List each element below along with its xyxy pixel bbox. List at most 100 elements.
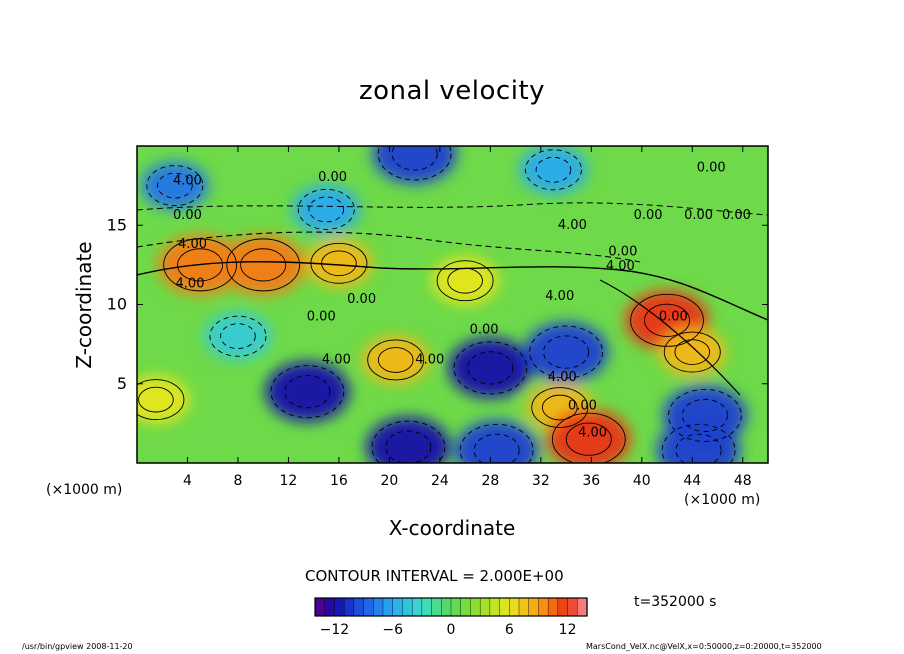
x-tick-label: 8 (233, 473, 242, 489)
contour-label: 0.00 (722, 208, 751, 223)
colorbar-cell (411, 597, 423, 617)
contour-line (543, 335, 590, 369)
contour-label: 4.00 (322, 352, 351, 367)
x-tick-label: 24 (431, 473, 449, 489)
contour-line (308, 196, 345, 223)
contour-line (137, 202, 768, 216)
colorbar-cell (450, 597, 462, 617)
x-tick-label: 44 (683, 473, 701, 489)
x-tick-label: 48 (734, 473, 752, 489)
contour-line (137, 261, 768, 321)
contour-label: 0.00 (470, 322, 499, 337)
colorbar-cell (470, 597, 481, 617)
x-unit-left: (×1000 m) (46, 482, 123, 498)
x-tick-label: 16 (330, 473, 348, 489)
colorbar-cell (460, 597, 472, 617)
contour-label: 0.00 (634, 208, 663, 223)
y-tick-label: 15 (107, 215, 127, 234)
contour-label: 0.00 (307, 310, 336, 325)
colorbar-cell (324, 597, 336, 617)
field-feature (454, 420, 539, 463)
contour-label: 4.00 (173, 173, 202, 188)
contour-line (535, 156, 572, 183)
colorbar-cell (577, 597, 588, 617)
colorbar-cell (373, 597, 384, 617)
x-tick-label: 32 (532, 473, 550, 489)
field-feature (141, 161, 209, 210)
contour-line (467, 351, 514, 385)
contour-line (663, 331, 721, 373)
x-unit-right: (×1000 m) (684, 492, 761, 508)
colorbar-cell (567, 597, 578, 617)
contour-line (681, 398, 728, 433)
contour-line (565, 422, 612, 456)
x-tick-label: 28 (481, 473, 499, 489)
contour-label: 4.00 (176, 276, 205, 291)
contour-label: 4.00 (558, 218, 587, 233)
contour-line (297, 188, 355, 230)
field-feature (372, 146, 457, 184)
contour-line (630, 293, 704, 347)
contour-line (529, 325, 603, 379)
field-feature (431, 256, 499, 305)
field-feature (524, 322, 609, 383)
contour-label: 4.00 (606, 259, 635, 274)
colorbar-cell (509, 597, 520, 617)
field-feature (656, 420, 741, 463)
colorbar-tick-label: 0 (447, 622, 456, 638)
colorbar-tick-label: −12 (320, 622, 350, 638)
contour-label: 0.00 (608, 245, 637, 260)
field-feature (204, 312, 272, 361)
contour-line (459, 423, 534, 463)
contour-line (551, 412, 626, 463)
footer-right: MarsCond_VelX.nc@VelX,x=0:50000,z=0:2000… (586, 642, 822, 651)
contour-line (525, 149, 582, 191)
field-feature (265, 361, 350, 422)
field-feature (366, 417, 451, 463)
colorbar-cell (431, 597, 442, 617)
colorbar-cell (363, 597, 374, 617)
contour-label: 4.00 (545, 289, 574, 304)
contour-line (599, 279, 741, 396)
x-tick-label: 36 (582, 473, 600, 489)
contour-line (675, 433, 722, 463)
contour-line (541, 394, 578, 421)
time-label: t=352000 s (634, 594, 717, 610)
colorbar-cell (499, 597, 510, 617)
field-feature (658, 328, 726, 377)
footer-left: /usr/bin/gpview 2008-11-20 (22, 642, 133, 651)
contour-line (270, 365, 345, 419)
contour-line (385, 430, 432, 463)
contour-line (146, 165, 204, 207)
contour-line (668, 389, 742, 442)
colorbar-cell (479, 597, 491, 617)
colorbar-tick-label: 6 (505, 622, 514, 638)
contour-label: 0.00 (568, 398, 597, 413)
chart-title: zonal velocity (358, 76, 546, 106)
x-axis-label: X-coordinate (388, 516, 516, 540)
contour-label: 0.00 (318, 170, 347, 185)
contour-line (377, 347, 414, 373)
x-tick-label: 20 (380, 473, 398, 489)
contour-line (209, 315, 267, 357)
colorbar-cell (402, 597, 413, 617)
contour-line (453, 341, 528, 395)
contour-line (371, 420, 446, 463)
contour-line (137, 231, 641, 263)
x-tick-label: 4 (183, 473, 192, 489)
contour-line (137, 379, 185, 421)
contour-line (284, 375, 331, 409)
contour-line (436, 260, 494, 302)
contour-label: 4.00 (178, 237, 207, 252)
colorbar-cell (421, 597, 433, 617)
colorbar-cell (314, 597, 326, 617)
field-feature (292, 185, 360, 234)
contour-label: 0.00 (347, 292, 376, 307)
contour-line (391, 146, 438, 171)
field-feature (546, 409, 631, 463)
field-feature (519, 146, 588, 194)
plot-area: 4.000.004.004.000.000.004.000.00 0.00 0.00… (137, 146, 768, 463)
contour-label: 0.00 (659, 310, 688, 325)
